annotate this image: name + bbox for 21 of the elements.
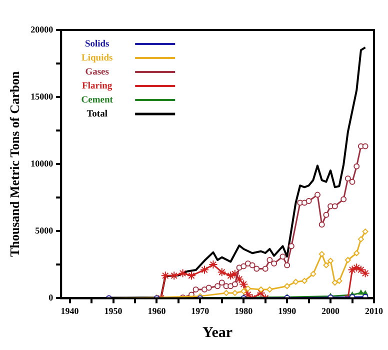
x-tick-label: 1950 — [104, 306, 123, 316]
text: Gases — [85, 67, 110, 78]
x-tick-label: 2010 — [365, 306, 384, 316]
y-axis-title: Thousand Metric Tons of Carbon — [7, 70, 22, 257]
x-axis-title: Year — [202, 324, 233, 341]
x-tick-label: 1980 — [234, 306, 254, 316]
text: Total — [86, 109, 108, 120]
y-tick-label: 0 — [48, 292, 54, 303]
x-tick-label: 1990 — [278, 306, 297, 316]
text: Solids — [84, 39, 110, 50]
y-tick-label: 20000 — [30, 24, 54, 34]
x-tick-label: 1940 — [60, 306, 80, 316]
x-tick-label: 1960 — [148, 306, 166, 316]
x-tick-label: 2000 — [322, 306, 340, 316]
legend-label: Liquids — [82, 53, 113, 64]
x-tick-label: 1970 — [191, 306, 210, 316]
y-tick-label: 5000 — [35, 225, 54, 236]
y-tick-label: 15000 — [30, 91, 54, 102]
legend-label: Cement — [81, 95, 114, 106]
y-tick-label: 10000 — [30, 158, 54, 168]
text: Flaring — [82, 81, 112, 92]
